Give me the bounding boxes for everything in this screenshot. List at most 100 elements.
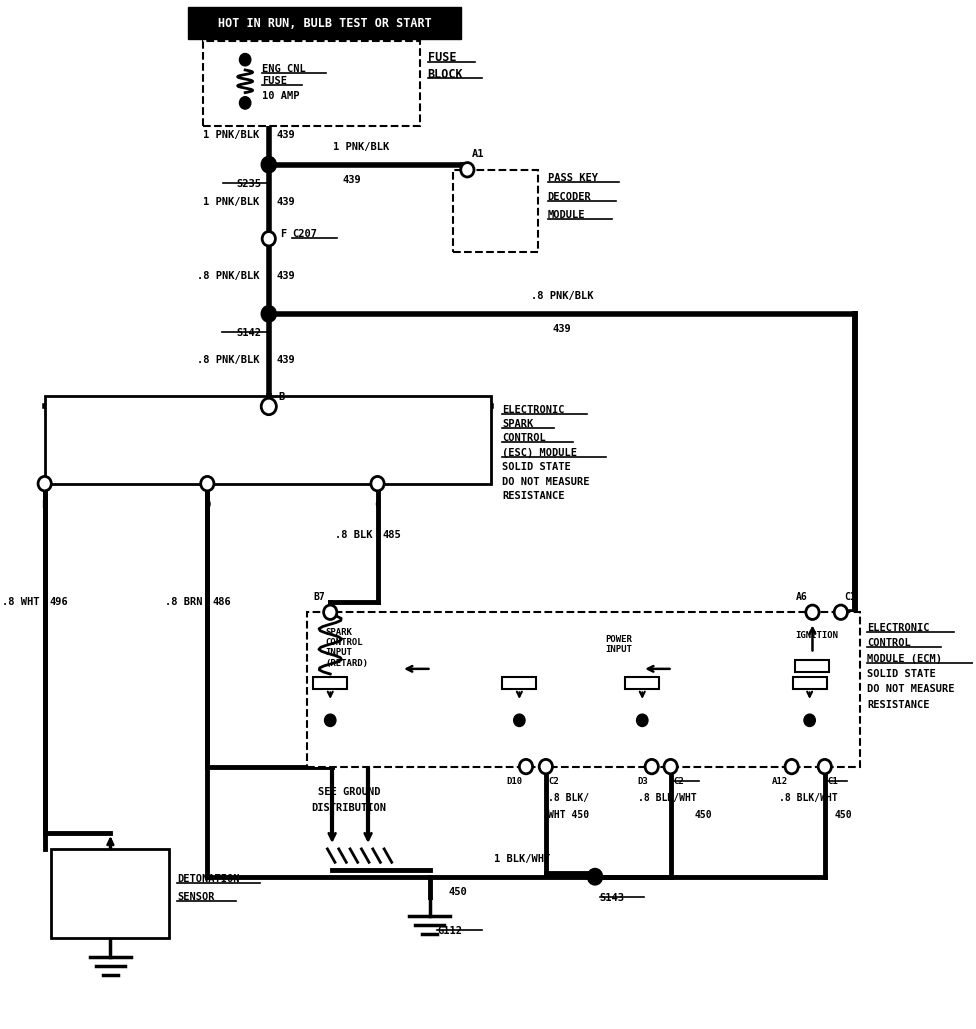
Bar bbox=[503, 677, 537, 689]
Text: 1 PNK/BLK: 1 PNK/BLK bbox=[203, 130, 260, 140]
Text: C1: C1 bbox=[844, 592, 856, 602]
Text: ELECTRONIC: ELECTRONIC bbox=[868, 623, 930, 633]
Circle shape bbox=[461, 163, 474, 177]
Bar bbox=[453, 170, 538, 252]
Circle shape bbox=[636, 714, 648, 726]
Text: RESISTANCE: RESISTANCE bbox=[503, 491, 565, 501]
Text: S142: S142 bbox=[236, 328, 262, 339]
Circle shape bbox=[818, 759, 832, 774]
Circle shape bbox=[834, 605, 847, 619]
Text: SPARK
CONTROL
INPUT
(RETARD): SPARK CONTROL INPUT (RETARD) bbox=[326, 628, 369, 668]
Text: WHT 450: WHT 450 bbox=[548, 810, 589, 820]
Text: D10: D10 bbox=[507, 777, 522, 786]
Text: 439: 439 bbox=[276, 272, 295, 281]
Text: 450: 450 bbox=[448, 887, 468, 897]
Text: DETONATION: DETONATION bbox=[177, 874, 239, 884]
Text: A12: A12 bbox=[772, 777, 788, 786]
Text: CONTROL: CONTROL bbox=[503, 433, 547, 443]
Text: CONTROL: CONTROL bbox=[868, 638, 911, 648]
Text: BLOCK: BLOCK bbox=[427, 68, 464, 80]
Text: SOLID STATE: SOLID STATE bbox=[503, 462, 571, 472]
Text: MODULE (ECM): MODULE (ECM) bbox=[868, 653, 942, 664]
Text: 486: 486 bbox=[212, 597, 230, 607]
Text: C1: C1 bbox=[828, 777, 838, 786]
Text: .8 BLK: .8 BLK bbox=[336, 530, 373, 540]
Text: FUSE: FUSE bbox=[263, 76, 287, 86]
Text: .8 BLK/WHT: .8 BLK/WHT bbox=[779, 793, 837, 804]
Text: 439: 439 bbox=[343, 175, 361, 185]
Circle shape bbox=[645, 759, 659, 774]
Text: 450: 450 bbox=[834, 810, 852, 820]
Circle shape bbox=[806, 605, 819, 619]
Circle shape bbox=[785, 759, 798, 774]
Text: .8 BRN: .8 BRN bbox=[165, 597, 203, 607]
Bar bbox=[313, 677, 347, 689]
Bar bbox=[203, 41, 420, 126]
Text: 485: 485 bbox=[383, 530, 401, 540]
Text: (ESC) MODULE: (ESC) MODULE bbox=[503, 448, 578, 458]
Text: .8 BLK/WHT: .8 BLK/WHT bbox=[638, 793, 697, 804]
Text: RESISTANCE: RESISTANCE bbox=[868, 700, 930, 710]
Text: FUSE: FUSE bbox=[427, 51, 456, 64]
Circle shape bbox=[588, 868, 602, 885]
Circle shape bbox=[519, 759, 533, 774]
Text: 450: 450 bbox=[694, 810, 712, 820]
Text: B: B bbox=[278, 392, 284, 402]
Text: ELECTRONIC: ELECTRONIC bbox=[503, 404, 565, 415]
Text: E: E bbox=[42, 500, 48, 510]
Text: C: C bbox=[375, 500, 381, 510]
Bar bbox=[795, 660, 830, 672]
Text: S143: S143 bbox=[599, 893, 625, 903]
Circle shape bbox=[804, 714, 815, 726]
Circle shape bbox=[38, 476, 52, 491]
Text: .8 WHT: .8 WHT bbox=[3, 597, 40, 607]
Text: SPARK: SPARK bbox=[503, 419, 534, 429]
Text: 1 BLK/WHT: 1 BLK/WHT bbox=[494, 854, 549, 864]
Text: POWER
INPUT: POWER INPUT bbox=[605, 635, 632, 654]
Text: A1: A1 bbox=[472, 149, 484, 159]
Circle shape bbox=[239, 97, 251, 109]
Text: 496: 496 bbox=[50, 597, 68, 607]
Text: B7: B7 bbox=[313, 592, 326, 602]
Text: 439: 439 bbox=[276, 197, 295, 207]
Text: C2: C2 bbox=[549, 777, 559, 786]
Text: SENSOR: SENSOR bbox=[177, 892, 215, 902]
Text: C2: C2 bbox=[673, 777, 684, 786]
Circle shape bbox=[201, 476, 214, 491]
Text: DO NOT MEASURE: DO NOT MEASURE bbox=[503, 476, 590, 487]
Bar bbox=[45, 396, 491, 484]
Bar bbox=[793, 677, 827, 689]
Circle shape bbox=[539, 759, 552, 774]
Text: IGNITION: IGNITION bbox=[795, 631, 838, 640]
Text: SEE GROUND: SEE GROUND bbox=[318, 787, 381, 797]
Text: PASS KEY: PASS KEY bbox=[548, 173, 597, 183]
Text: 439: 439 bbox=[276, 130, 295, 140]
Bar bbox=[52, 849, 170, 938]
Bar bbox=[188, 7, 461, 39]
Text: HOT IN RUN, BULB TEST OR START: HOT IN RUN, BULB TEST OR START bbox=[218, 16, 431, 30]
Text: F: F bbox=[280, 228, 286, 239]
Text: MODULE: MODULE bbox=[548, 210, 586, 220]
Text: DO NOT MEASURE: DO NOT MEASURE bbox=[868, 684, 955, 695]
Bar bbox=[626, 677, 660, 689]
Circle shape bbox=[371, 476, 385, 491]
Text: G112: G112 bbox=[437, 926, 462, 936]
Text: C207: C207 bbox=[293, 228, 317, 239]
Circle shape bbox=[263, 232, 275, 246]
Text: .8 PNK/BLK: .8 PNK/BLK bbox=[531, 291, 593, 301]
Circle shape bbox=[664, 759, 677, 774]
Circle shape bbox=[324, 605, 337, 619]
Text: .8 PNK/BLK: .8 PNK/BLK bbox=[197, 272, 260, 281]
Bar bbox=[306, 612, 860, 767]
Text: DISTRIBUTION: DISTRIBUTION bbox=[311, 803, 386, 813]
Text: 10 AMP: 10 AMP bbox=[263, 91, 300, 101]
Text: SOLID STATE: SOLID STATE bbox=[868, 669, 936, 679]
Text: D: D bbox=[204, 500, 211, 510]
Text: DECODER: DECODER bbox=[548, 191, 591, 202]
Circle shape bbox=[513, 714, 525, 726]
Circle shape bbox=[262, 306, 276, 322]
Text: D3: D3 bbox=[637, 777, 648, 786]
Text: 1 PNK/BLK: 1 PNK/BLK bbox=[203, 197, 260, 207]
Text: ENG CNL: ENG CNL bbox=[263, 64, 305, 74]
Text: .8 BLK/: .8 BLK/ bbox=[548, 793, 589, 804]
